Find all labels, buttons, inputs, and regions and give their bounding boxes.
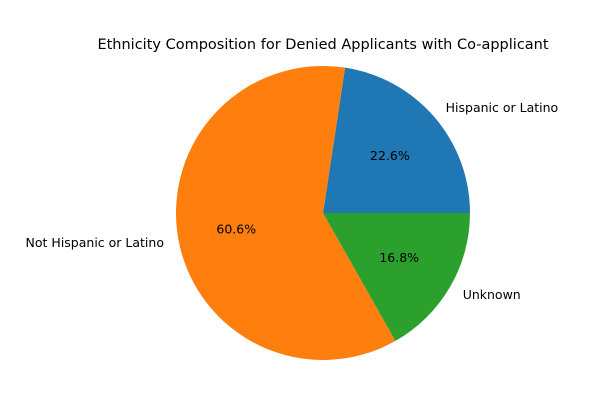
pie-slice-hispanic-or-latino xyxy=(323,67,470,214)
slice-label-hispanic-or-latino: Hispanic or Latino xyxy=(446,100,559,115)
pie-labels: Hispanic or Latino 22.6% Not Hispanic or L… xyxy=(26,100,559,302)
pie-slice-unknown xyxy=(323,213,470,341)
chart-title: Ethnicity Composition for Denied Applica… xyxy=(97,37,548,53)
slice-percent-not-hispanic-or-latino: 60.6% xyxy=(216,221,256,236)
slice-percent-unknown: 16.8% xyxy=(379,250,419,265)
slice-percent-hispanic-or-latino: 22.6% xyxy=(370,148,410,163)
slice-label-not-hispanic-or-latino: Not Hispanic or Latino xyxy=(26,235,164,250)
pie-slices xyxy=(176,65,470,360)
slice-label-unknown: Unknown xyxy=(463,287,521,302)
pie-slice-not-hispanic-or-latino xyxy=(176,65,396,360)
